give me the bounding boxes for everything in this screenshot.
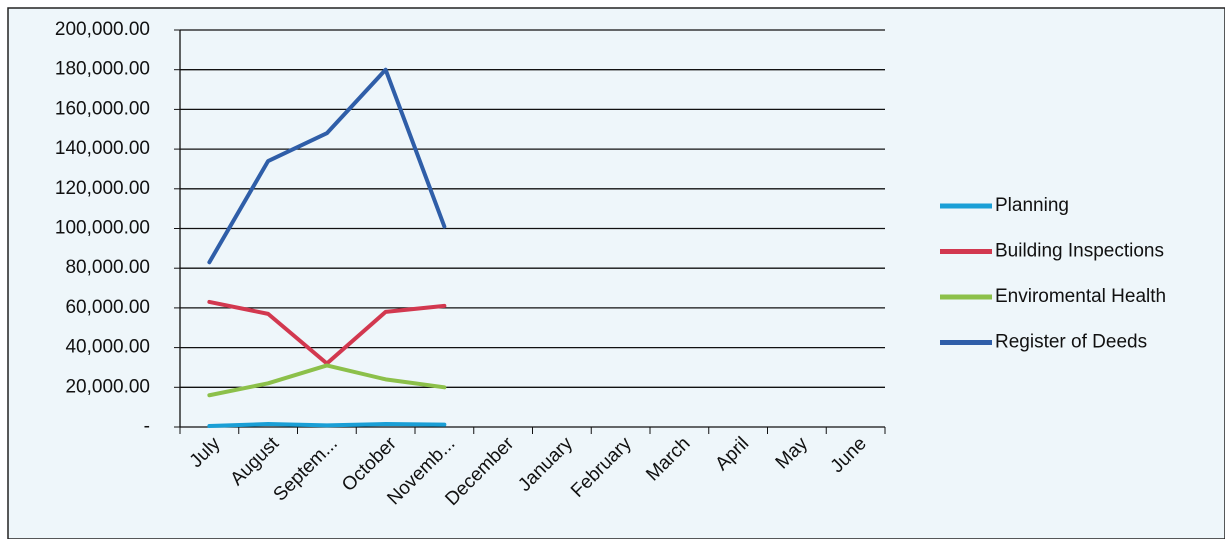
y-tick-label: 40,000.00 — [65, 337, 150, 358]
y-tick-label: 180,000.00 — [55, 59, 150, 80]
y-tick-label: 20,000.00 — [65, 376, 150, 397]
legend-label: Register of Deeds — [995, 332, 1147, 353]
y-tick-label: 120,000.00 — [55, 178, 150, 199]
y-tick-label: 100,000.00 — [55, 218, 150, 239]
y-tick-label: 80,000.00 — [65, 257, 150, 278]
y-tick-label: 140,000.00 — [55, 138, 150, 159]
y-tick-label: 160,000.00 — [55, 98, 150, 119]
series-line — [207, 67, 447, 265]
legend-label: Building Inspections — [995, 241, 1164, 262]
legend-label: Enviromental Health — [995, 286, 1166, 307]
legend-label: Planning — [995, 195, 1069, 216]
y-tick-label: 60,000.00 — [65, 297, 150, 318]
y-tick-label: - — [144, 416, 150, 437]
series-line — [207, 422, 447, 429]
series-line — [207, 363, 447, 398]
chart-background — [7, 7, 1225, 539]
y-tick-label: 200,000.00 — [55, 19, 150, 40]
